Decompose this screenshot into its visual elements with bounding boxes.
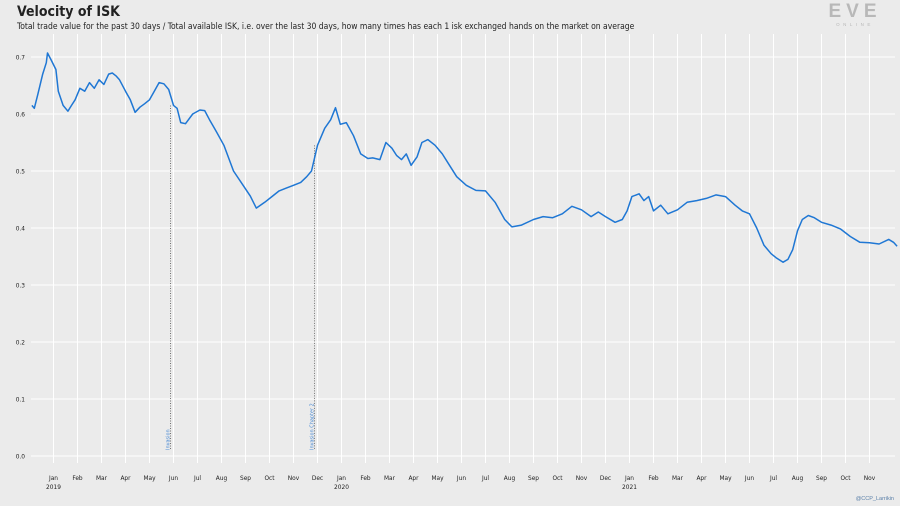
eve-online-logo: EVE ONLINE — [824, 1, 886, 28]
x-tick-label: Jun — [744, 474, 754, 482]
y-tick-label: 0.1 — [16, 395, 26, 403]
x-year-label: 2021 — [622, 483, 637, 491]
y-tick-label: 0.7 — [16, 53, 26, 61]
series-line — [31, 52, 898, 263]
x-tick-label: Aug — [792, 474, 804, 482]
x-tick-label: Nov — [288, 474, 300, 482]
x-tick-label: May — [431, 474, 444, 482]
y-tick-label: 0.5 — [16, 167, 26, 175]
x-tick-label: Jun — [168, 474, 178, 482]
x-tick-label: Oct — [840, 474, 851, 482]
y-tick-label: 0.2 — [16, 338, 26, 346]
x-tick-label: Mar — [672, 474, 684, 482]
x-tick-label: Jan — [336, 474, 346, 482]
x-tick-label: Feb — [648, 474, 659, 482]
x-tick-label: Jan — [624, 474, 634, 482]
x-tick-label: Aug — [504, 474, 516, 482]
x-tick-label: Dec — [600, 474, 611, 482]
x-tick-label: Sep — [528, 474, 539, 482]
annotation-label: Invasion — [166, 429, 172, 450]
x-tick-label: Mar — [96, 474, 108, 482]
logo-wordmark: EVE — [828, 1, 882, 22]
x-tick-label: Feb — [360, 474, 371, 482]
x-tick-label: Oct — [552, 474, 563, 482]
x-tick-label: May — [719, 474, 732, 482]
x-tick-label: Mar — [384, 474, 396, 482]
author-credit: @CCP_Larrikin — [855, 496, 894, 502]
x-tick-label: Apr — [696, 474, 707, 482]
x-tick-label: Nov — [864, 474, 876, 482]
x-tick-label: Jun — [456, 474, 466, 482]
x-tick-label: Nov — [576, 474, 588, 482]
chart-title: Velocity of ISK — [17, 4, 120, 20]
x-tick-label: Sep — [816, 474, 827, 482]
axes: 0.0 0.1 0.2 0.3 0.4 0.5 0.6 0.7 Jan Feb Mar Apr May J… — [16, 53, 876, 491]
x-tick-label: Jul — [769, 474, 777, 482]
grid — [31, 34, 895, 463]
x-tick-label: May — [143, 474, 156, 482]
annotations: Invasion Invasion Chapter 2 — [166, 105, 316, 450]
annotation-label: Invasion Chapter 2 — [310, 403, 316, 450]
x-tick-label: Jan — [48, 474, 58, 482]
x-year-label: 2019 — [46, 483, 61, 491]
logo-subtext: ONLINE — [836, 22, 874, 27]
y-tick-label: 0.0 — [16, 452, 26, 460]
x-tick-label: Apr — [408, 474, 419, 482]
x-tick-label: Apr — [120, 474, 131, 482]
x-tick-label: Sep — [240, 474, 251, 482]
x-tick-label: Feb — [72, 474, 83, 482]
y-tick-label: 0.3 — [16, 281, 26, 289]
chart-subtitle: Total trade value for the past 30 days /… — [17, 22, 635, 32]
x-tick-label: Dec — [312, 474, 323, 482]
x-year-label: 2020 — [334, 483, 349, 491]
series-layer — [31, 52, 898, 263]
x-tick-label: Oct — [264, 474, 275, 482]
x-tick-label: Jul — [193, 474, 201, 482]
y-tick-label: 0.4 — [16, 224, 26, 232]
x-tick-label: Jul — [481, 474, 489, 482]
x-tick-label: Aug — [216, 474, 228, 482]
y-tick-label: 0.6 — [16, 110, 26, 118]
